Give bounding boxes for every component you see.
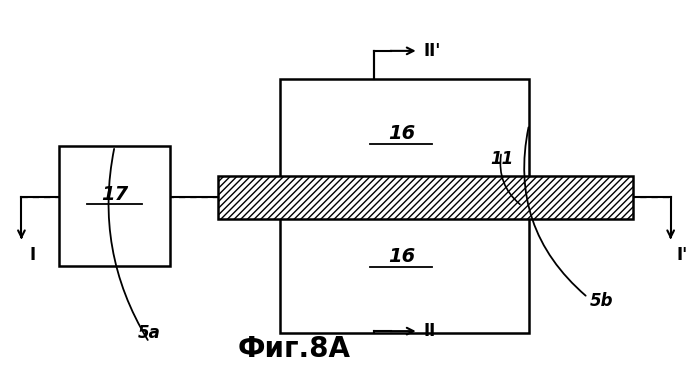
Text: 11: 11 [490, 150, 513, 168]
Text: 17: 17 [101, 185, 129, 204]
Text: I: I [30, 246, 36, 264]
Bar [218, 176, 633, 219]
Text: II: II [424, 322, 435, 340]
Text: II': II' [424, 42, 441, 60]
Text: 5a: 5a [138, 324, 161, 342]
Text: 5b: 5b [590, 292, 613, 310]
Text: 16: 16 [388, 124, 415, 142]
Text: 16: 16 [388, 247, 415, 266]
Bar [59, 146, 170, 266]
Text: I': I' [676, 246, 687, 264]
Bar [280, 79, 529, 333]
Text: Фиг.8А: Фиг.8А [238, 335, 351, 363]
